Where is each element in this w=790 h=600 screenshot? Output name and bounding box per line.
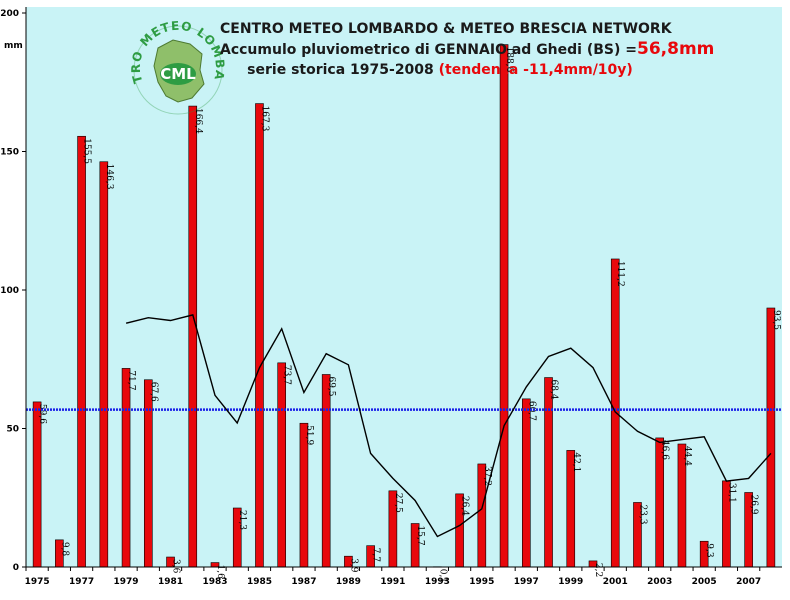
bar-2008 [766,307,776,568]
bar-label-1999: 42,1 [571,452,581,472]
bar-label-2006: 31,1 [726,483,736,503]
bar-1998 [544,377,553,568]
bar-1997 [521,398,531,568]
bar-label-1991: 27,5 [393,493,403,513]
x-tick-label-1979: 1979 [114,577,139,587]
title-line-2-prefix: Accumulo pluviometrico di GENNAIO ad Ghe… [220,42,637,58]
x-tick-label-1983: 1983 [202,577,227,587]
bar-1980 [143,379,153,568]
bar-label-1987: 51,9 [304,425,314,445]
bar-label-1994: 26,4 [460,496,470,516]
y-tick-label-50: 50 [6,425,19,435]
bar-label-1975: 59,6 [37,404,47,424]
y-tick-label-200: 200 [0,9,19,19]
x-tick-label-1997: 1997 [514,577,539,587]
bar-label-2008: 93,5 [771,310,781,330]
x-tick-label-1991: 1991 [380,577,405,587]
x-tick-label-1995: 1995 [469,577,494,587]
bar-label-2005: 9,3 [704,543,714,558]
y-axis-unit: mm [4,41,23,51]
bar-label-2002: 23,3 [637,504,647,524]
bar-label-1997: 60,7 [526,401,536,421]
bar-label-1998: 68,4 [549,380,559,400]
x-tick-label-1999: 1999 [558,577,583,587]
bar-labels-group: 59,6 9,8 155,5 146,3 71,7 67,6 3,6 166,4 1,6 21,3… [37,47,781,583]
bar-label-1979: 71,7 [126,370,136,390]
x-tick-label-1993: 1993 [425,577,450,587]
bar-1988 [321,374,331,568]
bar-label-1986: 73,7 [282,365,292,385]
title-line-2: Accumulo pluviometrico di GENNAIO ad Ghe… [220,39,714,60]
y-tick-label-100: 100 [0,286,19,296]
x-tick-label-2005: 2005 [692,577,717,587]
y-tick-label-0: 0 [13,563,19,573]
bar-1996 [499,44,509,568]
title-line-3-prefix: serie storica 1975-2008 [247,62,439,78]
x-tick-label-2003: 2003 [647,577,672,587]
bar-label-1982: 166,4 [193,108,203,134]
x-tick-label-1977: 1977 [69,577,94,587]
bar-1979 [121,368,131,568]
bar-label-2001: 111,2 [615,261,625,287]
trend-value: (tendenza -11,4mm/10y) [438,62,633,78]
x-tick-label-1981: 1981 [158,577,183,587]
cml-logo: CML CENTRO METEO LOMBARDO [128,18,226,115]
bar-1986 [277,362,287,568]
bar-1975 [32,401,42,568]
x-tick-label-2001: 2001 [603,577,628,587]
bar-label-1992: 15,7 [415,526,425,546]
bar-label-1984: 21,3 [237,510,247,530]
bar-label-1996: 188,6 [504,47,514,73]
x-tick-label-1975: 1975 [25,577,50,587]
title-line-1: CENTRO METEO LOMBARDO & METEO BRESCIA NE… [220,21,672,37]
bar-label-1993: 0,1 [437,569,447,583]
bar-label-1990: 7,7 [371,548,381,563]
x-tick-label-1985: 1985 [247,577,272,587]
bar-label-1995: 37,2 [482,466,492,486]
bar-label-1981: 3,6 [171,559,181,574]
bar-label-1985: 167,3 [259,106,269,132]
bar-1985 [255,103,264,568]
bar-label-2007: 26,9 [749,494,759,514]
bar-label-2000: 2,2 [593,563,603,577]
title-line-3: serie storica 1975-2008 (tendenza -11,4m… [220,60,660,80]
bar-1977 [77,135,86,568]
bar-label-1983: 1,6 [215,565,225,580]
x-tick-label-2007: 2007 [736,577,761,587]
bar-label-1988: 69,5 [326,376,336,396]
moving-average-line [125,314,772,538]
bar-2001 [610,258,620,568]
y-ticks-group: 0 50 100 150 200 [0,9,26,573]
bar-label-2004: 44,4 [682,446,692,466]
logo-center-text: CML [160,65,196,83]
bar-1982 [188,105,198,568]
lines-group [26,314,782,538]
bar-label-2003: 46,6 [660,440,670,460]
total-value: 56,8mm [637,39,715,59]
x-ticks-group: 1975 1977 1979 1981 1983 1985 1987 1989 1991 1993… [25,567,761,587]
y-tick-label-150: 150 [0,148,19,158]
bar-label-1976: 9,8 [59,542,69,557]
bar-label-1989: 3,9 [348,558,358,573]
bar-label-1980: 67,6 [148,382,158,402]
x-tick-label-1987: 1987 [291,577,316,587]
bar-1978 [99,161,109,568]
bar-label-1977: 155,5 [82,138,92,164]
chart-title: CENTRO METEO LOMBARDO & METEO BRESCIA NE… [220,19,714,80]
x-tick-label-1989: 1989 [336,577,361,587]
bar-label-1978: 146,3 [104,164,114,190]
